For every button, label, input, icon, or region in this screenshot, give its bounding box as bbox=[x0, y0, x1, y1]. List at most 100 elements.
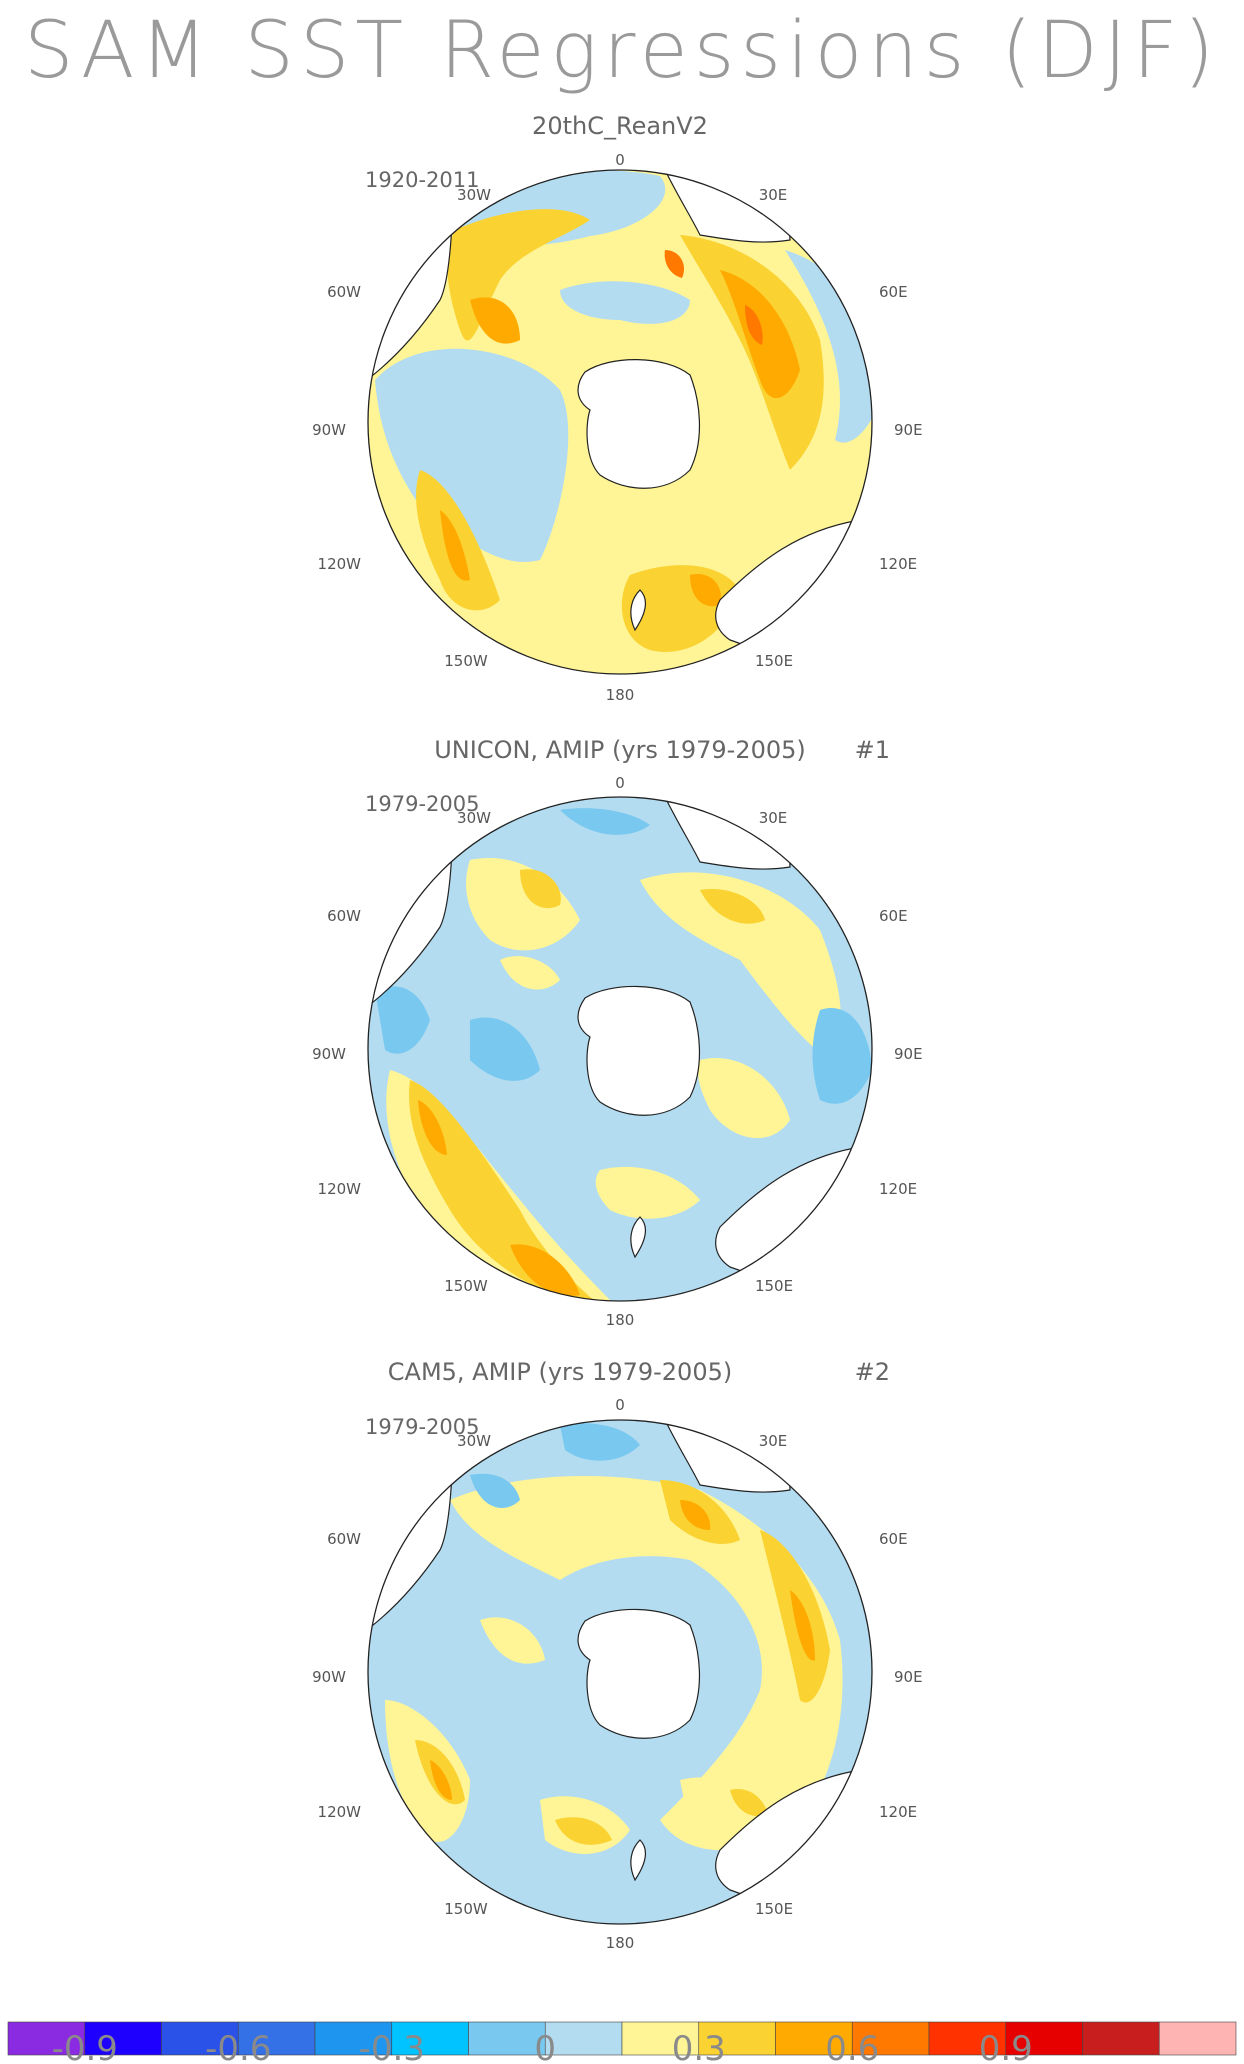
colorbar-swatch bbox=[851, 2021, 930, 2056]
lon-label: 90W bbox=[312, 1045, 346, 1063]
lon-label: 60W bbox=[327, 1530, 361, 1548]
field-strong bbox=[680, 1500, 711, 1530]
lon-label: 60E bbox=[879, 283, 908, 301]
colorbar-swatch bbox=[928, 2021, 1007, 2056]
field-max bbox=[664, 250, 685, 278]
lon-label: 120E bbox=[879, 555, 917, 573]
colorbar-tick-label: 0 bbox=[534, 2029, 556, 2064]
lon-label: 60W bbox=[327, 907, 361, 925]
lon-label: 180 bbox=[606, 686, 635, 704]
field-positive bbox=[640, 872, 841, 1060]
colorbar-swatch bbox=[1005, 2021, 1083, 2056]
field-negative-mid bbox=[470, 1473, 520, 1508]
field-negative-mid bbox=[470, 1017, 540, 1081]
colorbar-tick-label: 0.9 bbox=[979, 2029, 1033, 2064]
field-negative bbox=[560, 281, 690, 324]
lon-label: 150W bbox=[444, 1900, 488, 1918]
field-positive-mid bbox=[409, 1080, 600, 1301]
lon-label: 120E bbox=[879, 1180, 917, 1198]
field-max bbox=[745, 305, 763, 345]
lon-label: 90E bbox=[894, 1668, 923, 1686]
lon-label: 30E bbox=[759, 1432, 788, 1450]
panel-1-period: 1920-2011 bbox=[365, 168, 479, 192]
colorbar-swatch bbox=[698, 2021, 776, 2056]
field-positive-mid bbox=[700, 889, 765, 924]
field-positive bbox=[480, 1617, 545, 1664]
panel-3-number: #2 bbox=[855, 1358, 890, 1386]
panel-1-map bbox=[368, 170, 872, 674]
panel-2-period: 1979-2005 bbox=[365, 792, 479, 816]
antarctica bbox=[577, 985, 701, 1116]
land-new-zealand bbox=[630, 1216, 647, 1259]
lon-label: 30W bbox=[457, 1432, 491, 1450]
panel-1: 20thC_ReanV2 1920-2011 0 30E bbox=[312, 112, 923, 704]
lon-label: 120W bbox=[318, 1180, 362, 1198]
field-negative-mid bbox=[812, 1008, 872, 1104]
field-negative-mid bbox=[560, 808, 650, 835]
panel-2-title: UNICON, AMIP (yrs 1979-2005) bbox=[434, 736, 806, 764]
lon-label: 180 bbox=[606, 1311, 635, 1329]
colorbar-swatch bbox=[391, 2021, 469, 2056]
field-positive bbox=[466, 858, 580, 951]
antarctica bbox=[577, 359, 701, 489]
lon-label: 30W bbox=[457, 809, 491, 827]
colorbar-tick-label: -0.9 bbox=[52, 2029, 118, 2064]
colorbar-tick-label: 0.3 bbox=[672, 2029, 726, 2064]
colorbar-swatch bbox=[544, 2021, 623, 2056]
lon-label: 180 bbox=[606, 1934, 635, 1952]
field-positive bbox=[698, 1058, 790, 1139]
panel-2-number: #1 bbox=[855, 736, 890, 764]
lon-label: 150W bbox=[444, 1277, 488, 1295]
colorbar-swatch bbox=[1082, 2021, 1160, 2056]
colorbar-tick-label: 0.6 bbox=[825, 2029, 879, 2064]
lon-label: 150W bbox=[444, 652, 488, 670]
field-strong bbox=[440, 510, 470, 581]
colorbar-swatch bbox=[1158, 2021, 1237, 2056]
field-positive bbox=[595, 1166, 700, 1219]
field-positive-mid bbox=[520, 869, 561, 909]
field-negative-mid bbox=[375, 986, 430, 1054]
panel-3-title: CAM5, AMIP (yrs 1979-2005) bbox=[388, 1358, 732, 1386]
panel-2-boundary bbox=[367, 796, 873, 1302]
field-strong bbox=[430, 1760, 452, 1800]
panel-3-boundary bbox=[367, 1419, 873, 1925]
lon-label: 0 bbox=[615, 1396, 625, 1414]
lon-label: 60E bbox=[879, 907, 908, 925]
lon-label: 120W bbox=[318, 555, 362, 573]
lon-label: 90W bbox=[312, 421, 346, 439]
colorbar-swatch bbox=[775, 2021, 853, 2056]
land-new-zealand bbox=[630, 1839, 647, 1882]
lon-label: 90W bbox=[312, 1668, 346, 1686]
field-positive-mid bbox=[555, 1817, 612, 1845]
colorbar-swatch bbox=[84, 2021, 162, 2056]
lon-label: 150E bbox=[755, 1277, 793, 1295]
panel-3: CAM5, AMIP (yrs 1979-2005) #2 1979-2005 bbox=[312, 1358, 923, 1952]
colorbar: -0.9 -0.6 -0.3 0 0.3 0.6 0.9 bbox=[7, 2021, 1237, 2064]
lon-label: 30W bbox=[457, 186, 491, 204]
lon-label: 30E bbox=[759, 809, 788, 827]
field-negative bbox=[785, 250, 872, 443]
lon-label: 120E bbox=[879, 1803, 917, 1821]
lon-label: 30E bbox=[759, 186, 788, 204]
panel-1-title: 20thC_ReanV2 bbox=[532, 112, 708, 140]
panel-3-period: 1979-2005 bbox=[365, 1415, 479, 1439]
colorbar-swatch bbox=[161, 2021, 239, 2056]
lon-label: 150E bbox=[755, 1900, 793, 1918]
colorbar-tick-label: -0.3 bbox=[359, 2029, 425, 2064]
lon-label: 60E bbox=[879, 1530, 908, 1548]
panel-2: UNICON, AMIP (yrs 1979-2005) #1 1979-200… bbox=[312, 736, 923, 1329]
field-positive-mid bbox=[730, 1789, 768, 1817]
field-positive bbox=[500, 956, 560, 990]
colorbar-swatch bbox=[237, 2021, 316, 2056]
lon-label: 150E bbox=[755, 652, 793, 670]
field-strong bbox=[690, 574, 721, 607]
lon-label: 0 bbox=[615, 151, 625, 169]
field-strong bbox=[418, 1100, 447, 1155]
field-positive bbox=[450, 1476, 843, 1851]
lon-label: 0 bbox=[615, 774, 625, 792]
colorbar-tick-label: -0.6 bbox=[205, 2029, 271, 2064]
figure-title: SAM SST Regressions (DJF) bbox=[23, 6, 1221, 96]
land-new-zealand bbox=[630, 589, 647, 632]
panel-3-map bbox=[368, 1420, 872, 1924]
